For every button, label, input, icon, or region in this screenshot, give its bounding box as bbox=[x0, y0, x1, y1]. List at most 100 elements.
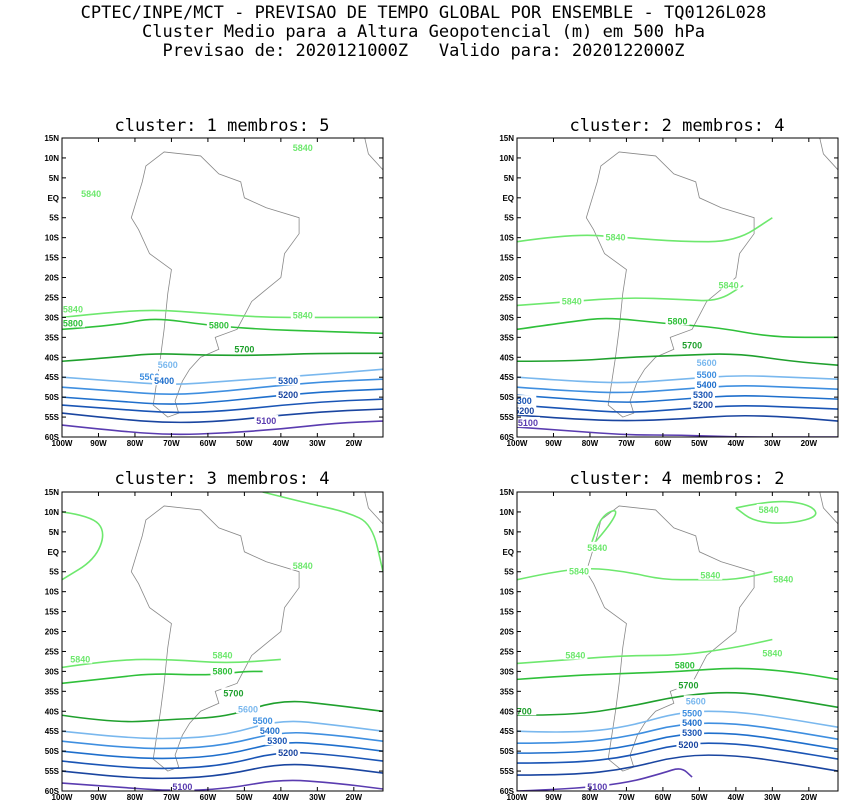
y-tick-label: 20S bbox=[500, 628, 515, 637]
y-tick-label: 10S bbox=[500, 234, 515, 243]
x-tick-label: 30W bbox=[309, 793, 326, 802]
y-tick-label: 5S bbox=[49, 568, 59, 577]
y-tick-label: 35S bbox=[500, 687, 515, 696]
contour-label: 5600 bbox=[238, 704, 258, 714]
x-tick-label: 40W bbox=[273, 793, 290, 802]
contour-label: 5700 bbox=[234, 344, 254, 354]
contour-5500 bbox=[62, 378, 383, 395]
contour-5400 bbox=[517, 394, 838, 403]
x-tick-label: 70W bbox=[618, 439, 635, 448]
south-america-outline bbox=[130, 505, 300, 772]
header-dates: Previsao de: 2020121000Z Valido para: 20… bbox=[162, 41, 685, 61]
contour-label: 5200 bbox=[678, 740, 698, 750]
contour-label: 5840 bbox=[569, 567, 589, 577]
x-tick-label: 80W bbox=[582, 793, 599, 802]
contour-5840 bbox=[62, 309, 383, 319]
y-tick-label: 10N bbox=[44, 508, 59, 517]
contour-label: 5500 bbox=[697, 370, 717, 380]
contour-label: 5840 bbox=[565, 650, 585, 660]
x-tick-label: 60W bbox=[655, 439, 672, 448]
y-tick-label: 15S bbox=[500, 254, 515, 263]
contour-label: 5500 bbox=[253, 716, 273, 726]
contour-5600 bbox=[517, 375, 838, 384]
y-tick-label: EQ bbox=[47, 548, 59, 557]
contour-5800 bbox=[62, 670, 263, 685]
contour-5840 bbox=[735, 500, 817, 524]
contour-5200 bbox=[517, 754, 838, 776]
south-america-outline bbox=[130, 151, 300, 418]
x-tick-label: 60W bbox=[200, 793, 217, 802]
x-tick-label: 20W bbox=[346, 793, 363, 802]
y-tick-label: 45S bbox=[45, 727, 60, 736]
y-tick-label: 40S bbox=[45, 707, 60, 716]
y-tick-label: EQ bbox=[47, 194, 59, 203]
y-tick-label: 5N bbox=[49, 174, 59, 183]
contour-5500 bbox=[62, 731, 383, 750]
y-tick-label: 5N bbox=[504, 528, 514, 537]
x-tick-label: 40W bbox=[273, 439, 290, 448]
y-tick-label: 5N bbox=[504, 174, 514, 183]
africa-outline bbox=[364, 138, 383, 171]
panel-title: cluster: 3 membros: 4 bbox=[115, 469, 330, 489]
contour-label: 5500 bbox=[140, 372, 160, 382]
y-tick-label: EQ bbox=[502, 548, 514, 557]
y-tick-label: 60S bbox=[45, 433, 60, 442]
y-tick-label: 20S bbox=[500, 274, 515, 283]
y-tick-label: 15S bbox=[500, 608, 515, 617]
contour-5400 bbox=[62, 741, 383, 760]
header-subtitle: Cluster Medio para a Altura Geopotencial… bbox=[142, 22, 705, 42]
x-tick-label: 50W bbox=[236, 439, 253, 448]
contour-label: 5840 bbox=[562, 296, 582, 306]
y-tick-label: 35S bbox=[45, 333, 60, 342]
contour-5100 bbox=[62, 420, 383, 436]
contour-5500 bbox=[517, 385, 838, 394]
panel-title: cluster: 1 membros: 5 bbox=[115, 116, 330, 136]
x-tick-label: 80W bbox=[127, 793, 144, 802]
contour-5600 bbox=[517, 710, 838, 733]
contour-label: 5800 bbox=[667, 316, 687, 326]
y-tick-label: 30S bbox=[500, 667, 515, 676]
x-tick-label: 70W bbox=[618, 793, 635, 802]
contour-label: 5300 bbox=[682, 728, 702, 738]
contour-5700 bbox=[517, 691, 838, 717]
contour-label: 5400 bbox=[260, 726, 280, 736]
panel-title: cluster: 4 membros: 2 bbox=[570, 469, 785, 489]
y-tick-label: 60S bbox=[500, 787, 515, 796]
contour-5840 bbox=[517, 284, 744, 307]
cluster-panel-1: cluster: 1 membros: 5 5840 5840 5840 5840 580… bbox=[44, 116, 384, 448]
contour-label: 5200 bbox=[278, 390, 298, 400]
contour-5700 bbox=[62, 352, 383, 363]
contour-label: 5840 bbox=[70, 654, 90, 664]
y-tick-label: 5S bbox=[49, 214, 59, 223]
y-tick-label: 5S bbox=[504, 214, 514, 223]
plot-frame bbox=[61, 491, 384, 792]
contour-5840 bbox=[62, 511, 104, 581]
cluster-panel-3: cluster: 3 membros: 4 5840 5840 5840 5800 570… bbox=[44, 469, 384, 802]
contour-5500 bbox=[517, 722, 838, 744]
contour-label: 5800 bbox=[63, 318, 83, 328]
x-tick-label: 40W bbox=[728, 793, 745, 802]
x-tick-label: 20W bbox=[801, 793, 818, 802]
x-tick-label: 100W bbox=[507, 439, 528, 448]
y-tick-label: 5S bbox=[504, 568, 514, 577]
x-tick-label: 50W bbox=[236, 793, 253, 802]
contour-label: 5200 bbox=[514, 406, 534, 416]
panel-title: cluster: 2 membros: 4 bbox=[570, 116, 785, 136]
x-tick-label: 80W bbox=[582, 439, 599, 448]
contour-label: 5200 bbox=[278, 748, 298, 758]
contour-5400 bbox=[517, 732, 838, 754]
contour-label: 5840 bbox=[293, 310, 313, 320]
y-tick-label: 40S bbox=[500, 707, 515, 716]
contour-label: 5700 bbox=[682, 340, 702, 350]
contour-label: 5840 bbox=[212, 650, 232, 660]
x-tick-label: 90W bbox=[90, 793, 107, 802]
contour-label: 5400 bbox=[682, 718, 702, 728]
contour-label: 5840 bbox=[762, 648, 782, 658]
y-tick-label: 50S bbox=[45, 747, 60, 756]
x-tick-label: 50W bbox=[691, 793, 708, 802]
y-tick-label: 40S bbox=[500, 353, 515, 362]
contour-5840 bbox=[517, 217, 773, 243]
y-tick-label: 50S bbox=[45, 393, 60, 402]
header-title: CPTEC/INPE/MCT - PREVISAO DE TEMPO GLOBA… bbox=[80, 3, 767, 23]
